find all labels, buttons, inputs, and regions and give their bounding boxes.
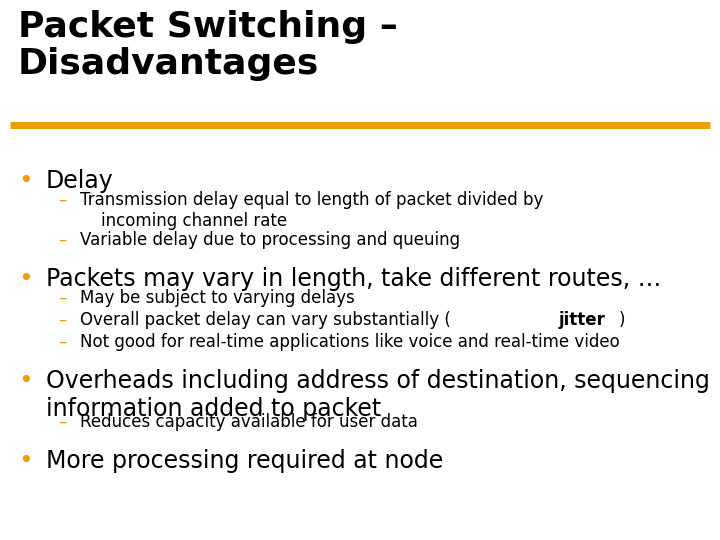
- Text: May be subject to varying delays: May be subject to varying delays: [80, 289, 355, 307]
- Text: Delay: Delay: [46, 169, 114, 193]
- Text: •: •: [18, 369, 32, 393]
- Text: –: –: [58, 413, 66, 431]
- Text: •: •: [18, 267, 32, 291]
- Text: Packet Switching –
Disadvantages: Packet Switching – Disadvantages: [18, 10, 398, 80]
- Text: –: –: [58, 311, 66, 329]
- Text: Packets may vary in length, take different routes, …: Packets may vary in length, take differe…: [46, 267, 662, 291]
- Text: Overheads including address of destination, sequencing
information added to pack: Overheads including address of destinati…: [46, 369, 710, 421]
- Text: –: –: [58, 191, 66, 209]
- Text: ): ): [619, 311, 626, 329]
- Text: –: –: [58, 289, 66, 307]
- Text: –: –: [58, 333, 66, 351]
- Text: Variable delay due to processing and queuing: Variable delay due to processing and que…: [80, 231, 460, 249]
- Text: Reduces capacity available for user data: Reduces capacity available for user data: [80, 413, 418, 431]
- Text: jitter: jitter: [559, 311, 606, 329]
- Text: •: •: [18, 169, 32, 193]
- Text: Not good for real-time applications like voice and real-time video: Not good for real-time applications like…: [80, 333, 620, 351]
- Text: More processing required at node: More processing required at node: [46, 449, 444, 473]
- Text: –: –: [58, 231, 66, 249]
- Text: Transmission delay equal to length of packet divided by
    incoming channel rat: Transmission delay equal to length of pa…: [80, 191, 544, 231]
- Text: Overall packet delay can vary substantially (: Overall packet delay can vary substantia…: [80, 311, 451, 329]
- Text: •: •: [18, 449, 32, 473]
